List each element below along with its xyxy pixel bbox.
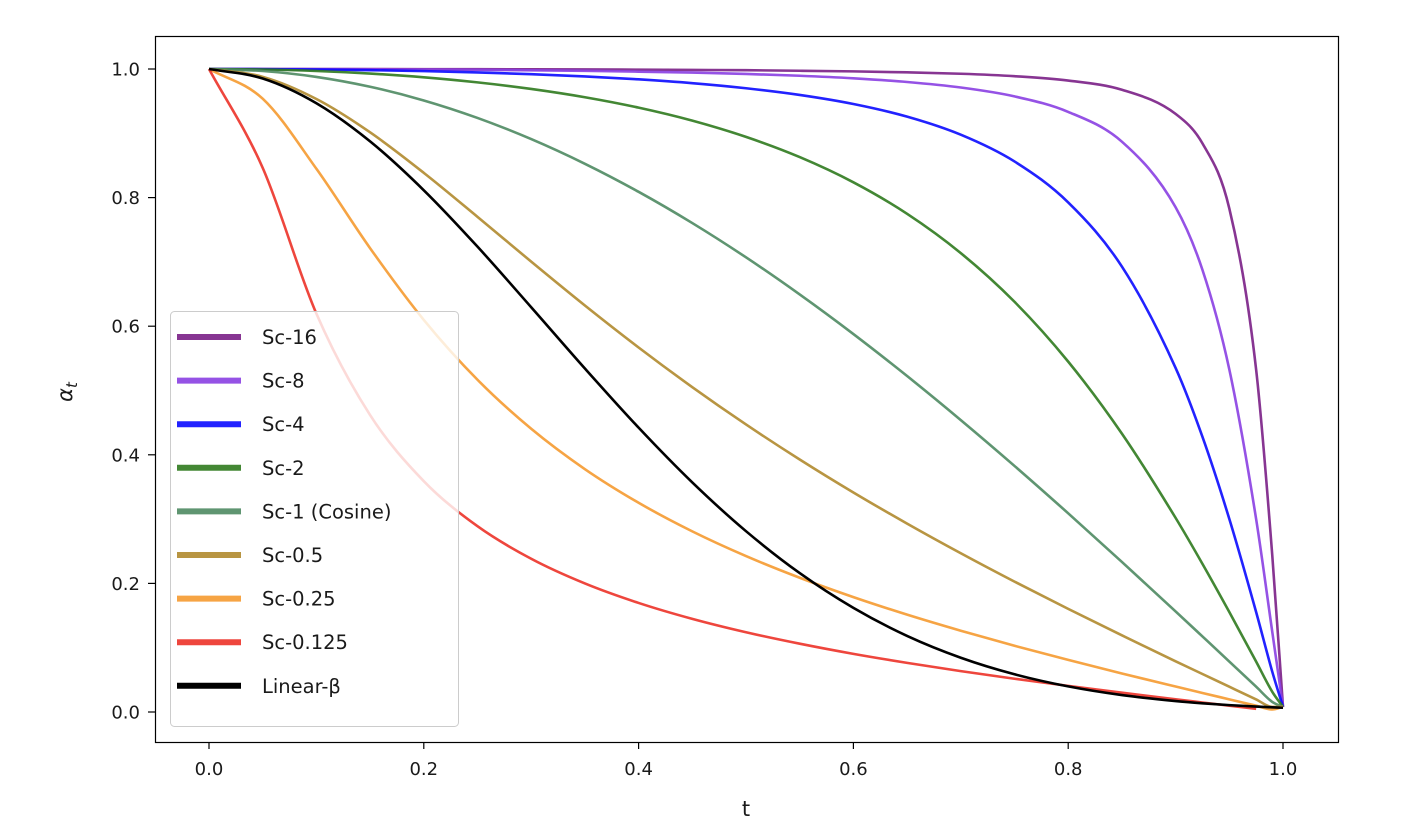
series-line-sc-8 (209, 67, 1285, 708)
series-line-linear (208, 67, 1284, 710)
legend-item-sc-8: Sc-8 (177, 370, 305, 393)
x-tick-label: 1.0 (1269, 759, 1298, 780)
series-line-sc-4 (208, 67, 1285, 708)
legend-box (170, 311, 459, 727)
legend-label: Sc-0.125 (262, 631, 348, 654)
x-axis-label: t (742, 797, 750, 821)
legend-item-sc-0-25: Sc-0.25 (177, 588, 336, 611)
legend-label: Sc-1 (Cosine) (262, 500, 391, 523)
y-tick-label: 0.8 (111, 188, 140, 209)
series-line-sc-2 (208, 67, 1285, 708)
legend-item-sc-4: Sc-4 (177, 413, 305, 436)
y-axis-label-sub: t (63, 381, 81, 388)
legend-item-sc-1-cosine: Sc-1 (Cosine) (177, 500, 391, 523)
legend-label: Sc-8 (262, 370, 305, 393)
legend-label: Sc-2 (262, 457, 305, 480)
legend: Sc-16 Sc-8 Sc-4 Sc-2 Sc-1 (Cosine) Sc-0.5 Sc-0… (170, 311, 459, 727)
legend-label: Linear-β (262, 675, 341, 698)
y-tick-label: 0.0 (111, 703, 140, 724)
y-tick-label: 0.6 (111, 317, 140, 338)
x-axis: 0.0 0.2 0.4 0.6 0.8 1.0 (195, 742, 1298, 780)
y-axis-label: αt (53, 381, 81, 402)
y-tick-label: 0.4 (111, 445, 140, 466)
x-tick-label: 0.8 (1054, 759, 1083, 780)
y-tick-label: 0.2 (111, 574, 140, 595)
x-tick-label: 0.6 (839, 759, 868, 780)
x-tick-label: 0.2 (409, 759, 438, 780)
legend-item-sc-0-125: Sc-0.125 (177, 631, 348, 654)
legend-item-sc-2: Sc-2 (177, 457, 305, 480)
series-line-sc-0-5 (208, 67, 1284, 709)
x-tick-label: 0.0 (195, 759, 224, 780)
y-axis-label-main: α (53, 388, 77, 402)
series-lines (207, 67, 1285, 711)
series-line-sc-1-cosine (208, 67, 1284, 709)
legend-label: Sc-16 (262, 326, 317, 349)
legend-label: Sc-0.5 (262, 544, 323, 567)
legend-item-linear: Linear-β (177, 675, 341, 698)
plot-frame (154, 35, 1340, 744)
y-axis: 0.0 0.2 0.4 0.6 0.8 1.0 (111, 60, 155, 724)
series-line-sc-0-25 (208, 67, 1284, 711)
legend-item-sc-16: Sc-16 (177, 326, 317, 349)
x-tick-label: 0.4 (624, 759, 653, 780)
legend-label: Sc-0.25 (262, 588, 336, 611)
y-tick-label: 1.0 (111, 60, 140, 81)
legend-item-sc-0-5: Sc-0.5 (177, 544, 323, 567)
svg-text:αt: αt (53, 381, 81, 402)
legend-label: Sc-4 (262, 413, 305, 436)
